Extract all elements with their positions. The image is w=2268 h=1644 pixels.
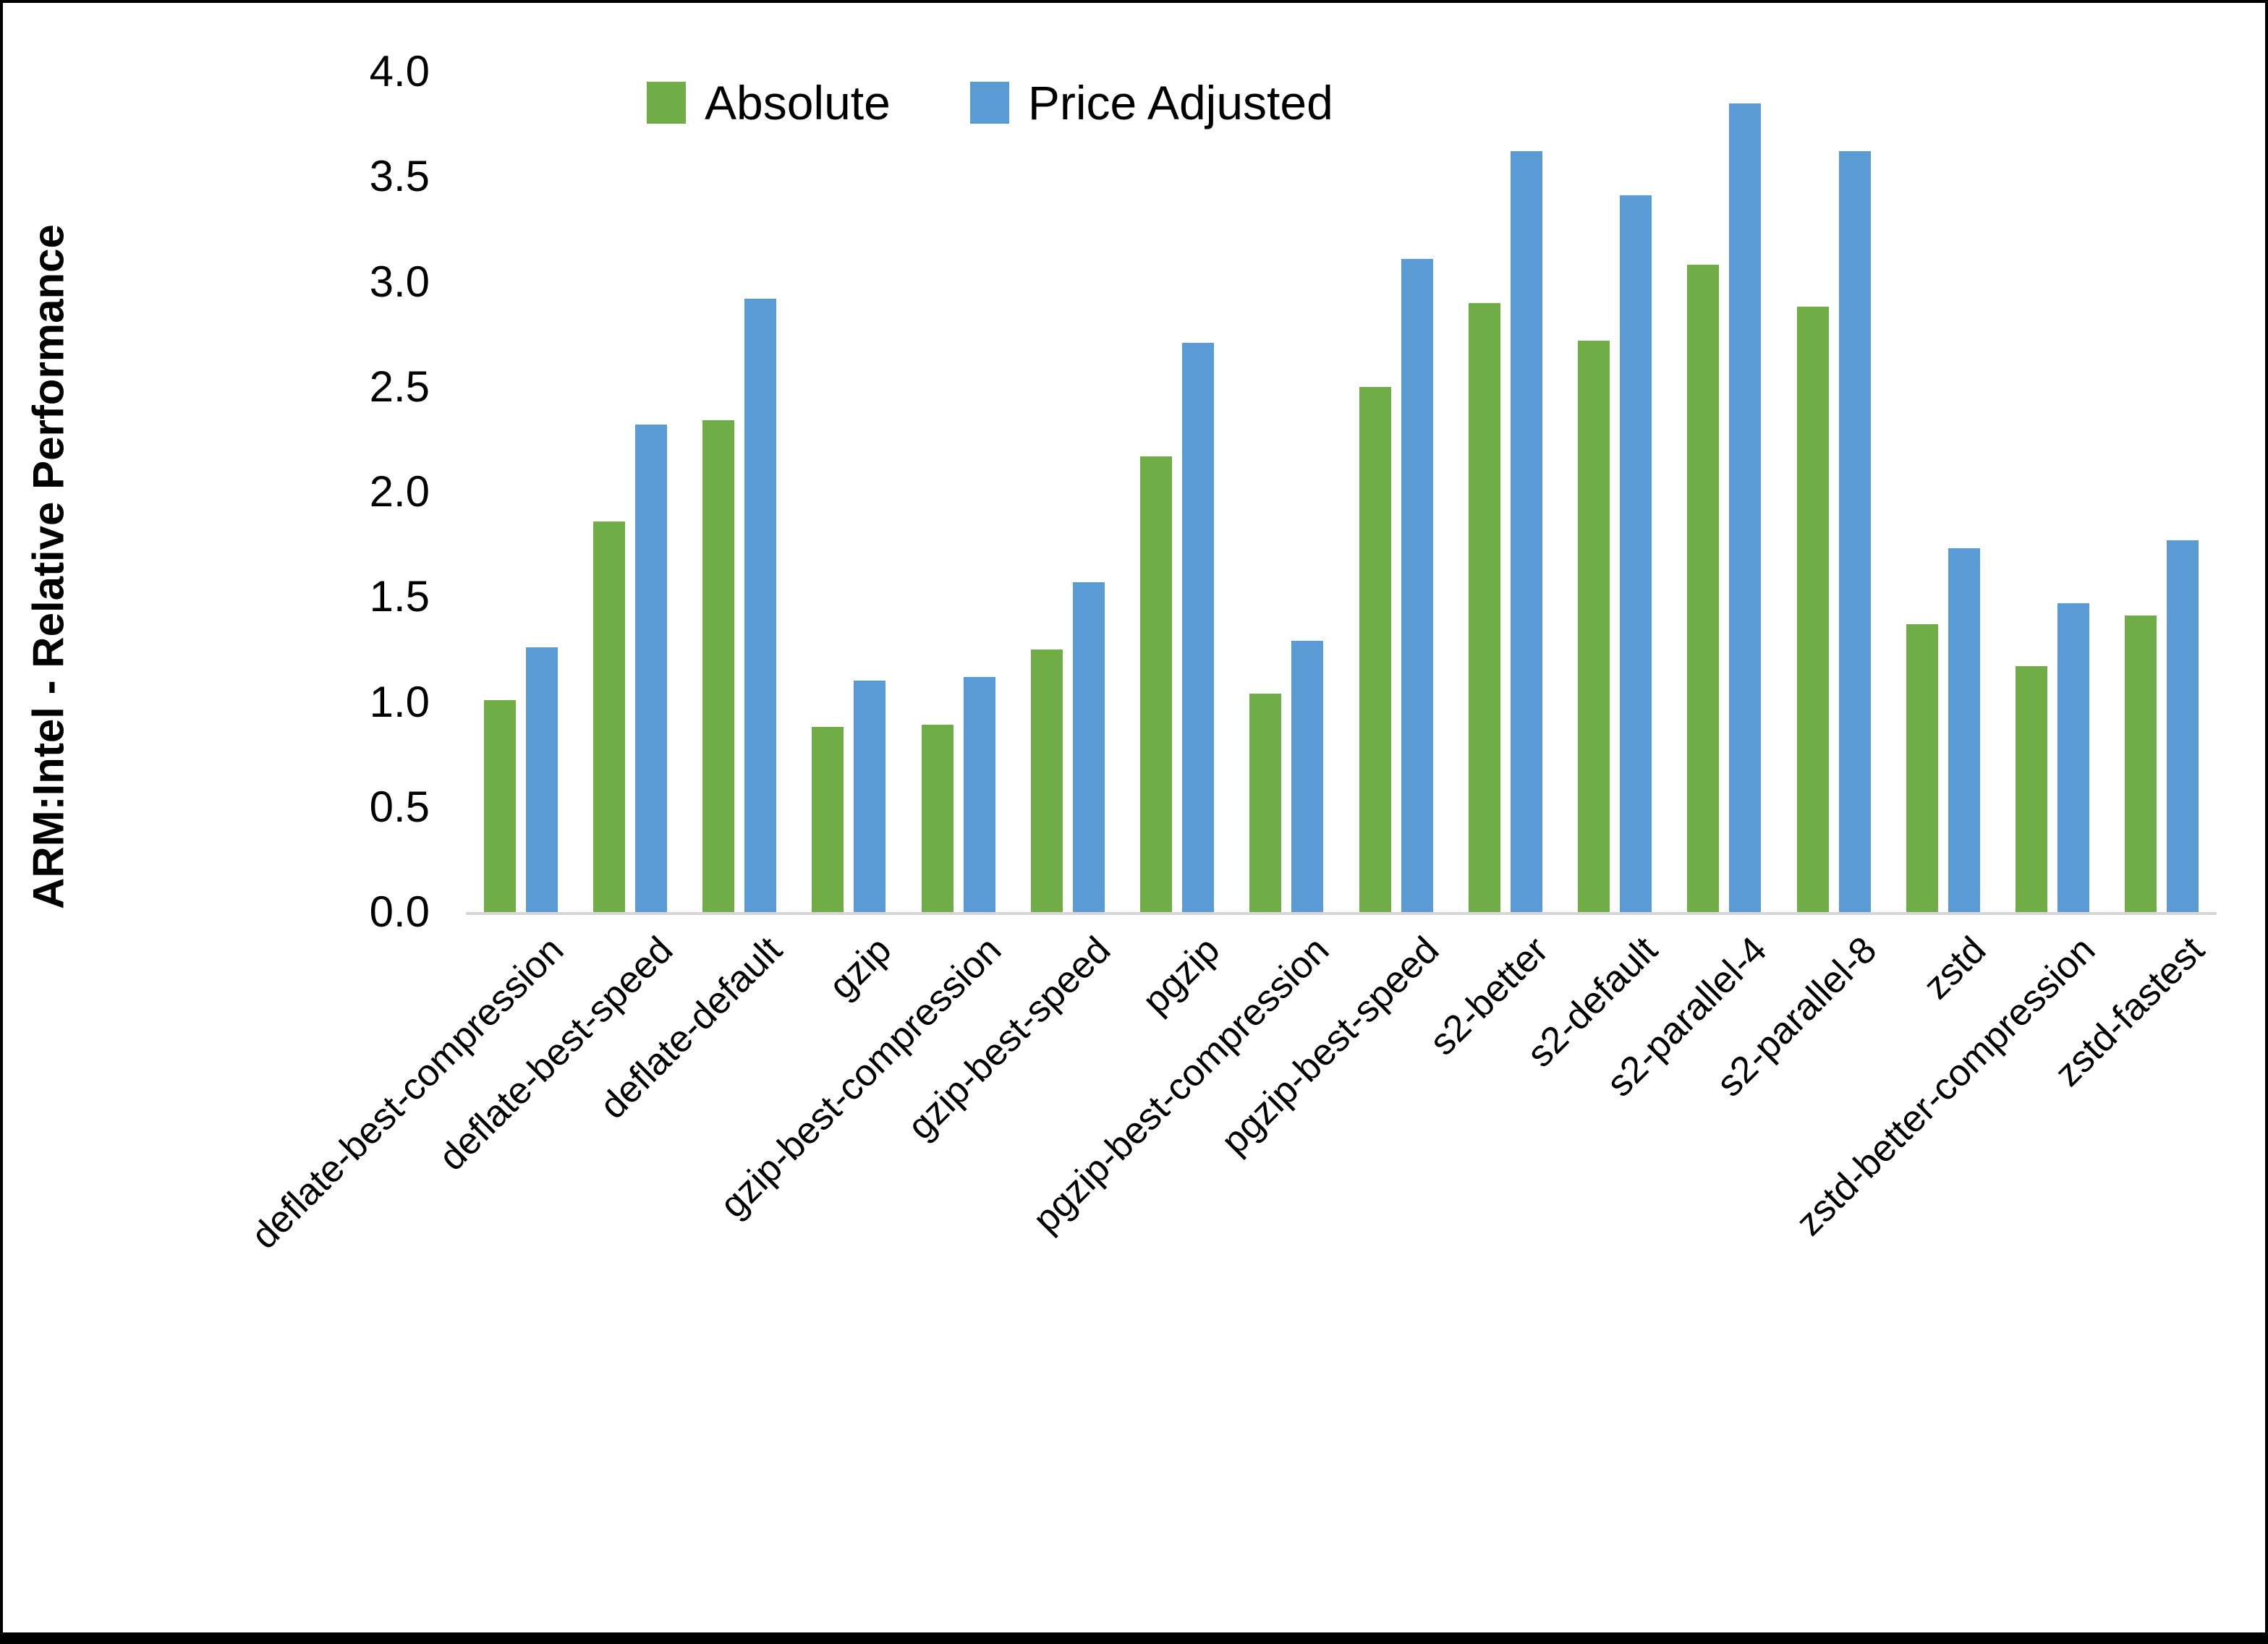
y-tick-label-2.5: 2.5	[369, 362, 430, 411]
bar-group-s2-parallel-4	[1670, 72, 1779, 912]
bar-absolute-deflate-best-compression	[483, 700, 516, 912]
bar-price-adjusted-gzip	[854, 681, 886, 912]
bar-absolute-s2-parallel-8	[1796, 307, 1829, 912]
bar-group-gzip-best-compression	[904, 72, 1013, 912]
y-tick-label-1.5: 1.5	[369, 572, 430, 621]
bottom-border-bar	[3, 1632, 2265, 1641]
bar-group-s2-better	[1451, 72, 1560, 912]
bar-absolute-pgzip-best-speed	[1359, 387, 1391, 912]
bar-absolute-deflate-best-speed	[593, 521, 625, 912]
bar-price-adjusted-gzip-best-speed	[1072, 582, 1105, 912]
bar-group-zstd	[1888, 72, 1997, 912]
bar-group-s2-parallel-8	[1779, 72, 1888, 912]
y-tick-label-4.0: 4.0	[369, 47, 430, 95]
y-tick-label-1.0: 1.0	[369, 677, 430, 726]
bar-price-adjusted-s2-better	[1510, 151, 1542, 912]
bar-price-adjusted-pgzip-best-compression	[1291, 641, 1324, 912]
y-axis-title: ARM:Intel - Relative Performance	[24, 224, 73, 910]
bar-price-adjusted-gzip-best-compression	[963, 677, 995, 912]
bar-group-pgzip-best-speed	[1341, 72, 1451, 912]
bar-price-adjusted-deflate-best-compression	[525, 647, 558, 912]
bar-group-deflate-default	[685, 72, 794, 912]
bar-group-gzip	[794, 72, 904, 912]
bar-price-adjusted-zstd	[1948, 548, 1980, 912]
plot-area	[466, 72, 2217, 915]
bar-price-adjusted-s2-default	[1620, 195, 1652, 912]
bar-absolute-zstd-better-compression	[2016, 666, 2048, 912]
bar-absolute-zstd-fastest	[2125, 616, 2157, 912]
bar-price-adjusted-zstd-fastest	[2167, 540, 2199, 912]
bar-absolute-gzip-best-speed	[1030, 649, 1063, 912]
bar-absolute-s2-default	[1578, 341, 1610, 912]
bar-absolute-s2-better	[1468, 303, 1500, 912]
legend-label-absolute: Absolute	[705, 76, 891, 129]
y-tick-label-3.0: 3.0	[369, 257, 430, 306]
y-tick-label-2.0: 2.0	[369, 467, 430, 516]
bar-price-adjusted-s2-parallel-4	[1729, 103, 1762, 912]
bar-absolute-gzip-best-compression	[921, 725, 954, 912]
bar-absolute-pgzip	[1140, 456, 1173, 912]
bar-absolute-zstd	[1906, 624, 1938, 912]
y-tick-label-0.5: 0.5	[369, 782, 430, 831]
bar-group-deflate-best-speed	[575, 72, 684, 912]
bar-group-pgzip	[1123, 72, 1232, 912]
bar-group-deflate-best-compression	[466, 72, 575, 912]
bar-price-adjusted-pgzip	[1182, 343, 1215, 912]
legend-swatch-absolute-icon	[647, 82, 686, 124]
legend-item-absolute: Absolute	[647, 75, 891, 130]
bar-price-adjusted-deflate-best-speed	[634, 425, 667, 912]
legend: Absolute Price Adjusted	[647, 75, 1333, 130]
bar-absolute-s2-parallel-4	[1687, 265, 1720, 912]
bar-price-adjusted-s2-parallel-8	[1838, 151, 1871, 912]
bar-absolute-gzip	[812, 727, 844, 912]
bar-price-adjusted-deflate-default	[744, 299, 777, 912]
bar-price-adjusted-pgzip-best-speed	[1401, 259, 1433, 912]
bar-absolute-deflate-default	[702, 420, 735, 912]
bar-group-zstd-fastest	[2107, 72, 2217, 912]
y-tick-label-0.0: 0.0	[369, 887, 430, 936]
legend-item-price-adjusted: Price Adjusted	[969, 75, 1333, 130]
y-tick-label-3.5: 3.5	[369, 152, 430, 201]
bar-group-zstd-better-compression	[1998, 72, 2107, 912]
legend-label-price-adjusted: Price Adjusted	[1027, 76, 1333, 129]
bar-absolute-pgzip-best-compression	[1249, 694, 1282, 912]
legend-swatch-price-adjusted-icon	[969, 82, 1009, 124]
bar-group-s2-default	[1560, 72, 1670, 912]
bar-group-pgzip-best-compression	[1232, 72, 1341, 912]
bar-price-adjusted-zstd-better-compression	[2057, 603, 2090, 912]
bar-group-gzip-best-speed	[1013, 72, 1122, 912]
